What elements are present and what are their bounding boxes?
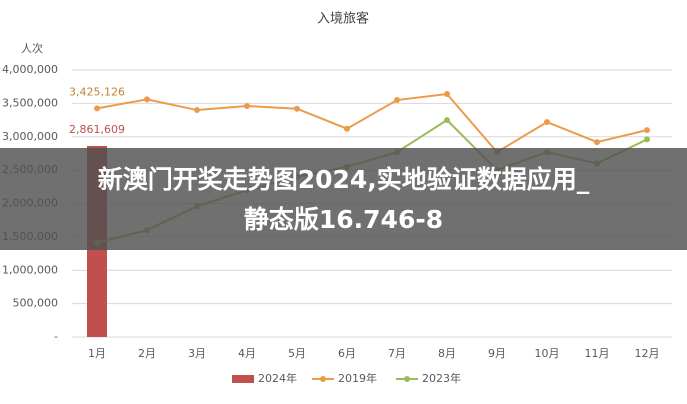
marker <box>344 125 350 132</box>
x-tick-label: 11月 <box>585 347 610 360</box>
marker <box>94 105 100 112</box>
marker <box>144 96 150 103</box>
banner: 新澳门开奖走势图2024,实地验证数据应用_ 静态版16.746-8 <box>0 148 687 250</box>
x-tick-label: 8月 <box>438 347 456 360</box>
y-tick-label: 4,000,000 <box>2 63 58 76</box>
x-tick-label: 2月 <box>138 347 156 360</box>
banner-line: 新澳门开奖走势图2024,实地验证数据应用_ <box>97 165 590 194</box>
data-label: 2,861,609 <box>69 123 125 136</box>
x-tick-label: 9月 <box>488 347 506 360</box>
line <box>96 92 648 154</box>
legend-label: 2024年 <box>258 371 297 385</box>
x-tick-label: 4月 <box>238 347 256 360</box>
marker <box>244 103 250 110</box>
marker <box>544 119 550 126</box>
x-tick-label: 7月 <box>388 347 406 360</box>
legend-swatch <box>404 376 410 382</box>
marker <box>444 91 450 98</box>
x-tick-label: 1月 <box>88 347 106 360</box>
legend-label: 2023年 <box>422 371 461 385</box>
x-tick-label: 6月 <box>338 347 356 360</box>
marker <box>644 127 650 134</box>
y-tick-label: 3,000,000 <box>2 130 58 143</box>
legend-swatch <box>320 376 326 382</box>
marker <box>594 139 600 146</box>
marker <box>194 107 200 114</box>
y-axis-title: 人次 <box>21 41 43 55</box>
legend-swatch <box>232 375 254 383</box>
legend-label: 2019年 <box>338 371 377 385</box>
y-tick-label: 3,500,000 <box>2 96 58 109</box>
x-tick-label: 5月 <box>288 347 306 360</box>
marker <box>644 136 650 143</box>
marker <box>394 97 400 104</box>
banner-line: 静态版16.746-8 <box>243 205 444 234</box>
data-label: 3,425,126 <box>69 85 125 98</box>
y-tick-label: 1,000,000 <box>2 263 58 276</box>
marker <box>294 105 300 112</box>
x-tick-label: 3月 <box>188 347 206 360</box>
y-tick-label: - <box>54 330 58 343</box>
x-tick-label: 12月 <box>635 347 660 360</box>
x-tick-label: 10月 <box>535 347 560 360</box>
chart-title: 入境旅客 <box>317 11 369 27</box>
y-tick-label: 500,000 <box>13 297 59 310</box>
marker <box>444 117 450 124</box>
